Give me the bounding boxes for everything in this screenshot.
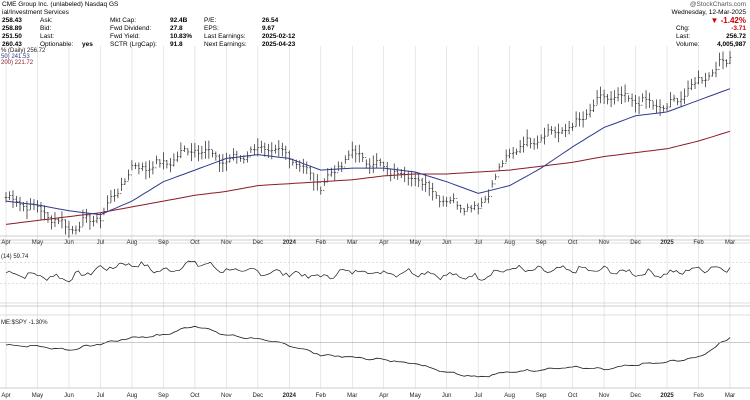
optionable-value: yes <box>82 41 93 48</box>
chart-title: CME Group Inc. (unlabeled) Nasdaq GS <box>2 1 119 8</box>
change-percent: ▼ -1.42% <box>710 17 746 25</box>
x-tick-label: Nov <box>221 393 232 399</box>
x-axis-labels-ratio: Apr May Jun Jul Aug Sep Oct Nov Dec 2024 Feb Mar Apr… <box>1 393 735 399</box>
chart-subtitle: ial/Investment Services <box>2 9 69 16</box>
ma50-line <box>5 88 731 216</box>
fund-label-3: Next Earnings: <box>204 41 247 48</box>
fund-value-0: 26.54 <box>262 17 279 24</box>
fund-value-2: 2025-02-12 <box>262 33 296 40</box>
mid-value-1: 27.8 <box>170 25 183 32</box>
x-tick-label: Nov <box>599 393 610 399</box>
fund-value-1: 9.67 <box>262 25 275 32</box>
x-tick-label: Apr <box>1 393 10 399</box>
fund-label-2: Last Earnings: <box>204 33 246 40</box>
fund-label-1: EPS: <box>204 25 219 32</box>
rsi-line <box>5 260 731 283</box>
mid-label-1: Fwd Dividend: <box>110 25 152 32</box>
chart-header: CME Group Inc. (unlabeled) Nasdaq GS ial… <box>0 0 750 48</box>
fund-label-0: P/E: <box>204 17 217 24</box>
quote-value-3: 260.43 <box>2 41 22 48</box>
fund-value-3: 2025-04-23 <box>262 41 296 48</box>
quote-value-0: 258.43 <box>2 17 22 24</box>
x-tick-label: May <box>32 393 43 399</box>
x-tick-label: Apr <box>379 393 388 399</box>
quote-value-1: 258.89 <box>2 25 22 32</box>
legend-ma50: 50) 241.53 <box>1 54 30 60</box>
quote-label-2: Last: <box>40 33 55 40</box>
rsi-pane: (14) 59.74 <box>0 242 750 304</box>
down-triangle-icon: ▼ <box>710 16 719 25</box>
x-tick-label: Aug <box>127 393 138 399</box>
mid-value-2: 10.83% <box>170 33 193 40</box>
change-percent-value: -1.42% <box>720 16 746 25</box>
ratio-pane: ME:$SPY -1.30% <box>0 314 750 378</box>
x-tick-label: Oct <box>190 393 200 399</box>
grid <box>0 46 750 389</box>
x-tick-label: May <box>410 393 421 399</box>
x-tick-label: Oct <box>568 393 578 399</box>
x-tick-label: 2025 <box>660 393 674 399</box>
right-label-1: Last: <box>676 33 691 40</box>
mid-label-0: Mkt Cap: <box>110 17 137 24</box>
mid-value-3: 91.8 <box>170 41 183 48</box>
legend-rsi: (14) 59.74 <box>1 254 29 260</box>
ratio-line <box>5 325 731 378</box>
quote-value-2: 251.50 <box>2 33 22 40</box>
quote-label-0: Ask: <box>40 17 53 24</box>
mid-label-2: Fwd Yield: <box>110 33 140 40</box>
legend-price: % (Daily) 256.72 <box>1 48 46 54</box>
x-tick-label: 2024 <box>283 393 297 399</box>
ma200-line <box>5 130 731 225</box>
x-tick-label: Feb <box>693 393 704 399</box>
x-tick-label: Sep <box>158 393 169 399</box>
right-value-2: 4,005,987 <box>717 41 746 48</box>
x-tick-label: Mar <box>725 393 735 399</box>
mid-label-3: SCTR (LrgCap): <box>110 41 157 48</box>
rsi-overbought-fill <box>0 261 750 285</box>
watermark: @StockCharts.com <box>689 1 746 8</box>
right-label-0: Chg: <box>676 25 690 32</box>
x-tick-label: Jul <box>97 393 105 399</box>
x-tick-label: Feb <box>316 393 327 399</box>
quote-label-3: Optionable: <box>40 41 74 48</box>
quote-label-1: Bid: <box>40 25 52 32</box>
x-tick-label: Jun <box>64 393 74 399</box>
x-tick-label: Sep <box>536 393 547 399</box>
legend-ma200: 200) 221.72 <box>1 60 34 66</box>
legend-ratio: ME:$SPY -1.30% <box>1 320 48 326</box>
quote-date: Wednesday, 12-Mar-2025 <box>671 9 746 16</box>
x-tick-label: Jun <box>442 393 452 399</box>
price-pane: % (Daily) 256.72 50) 241.53 200) 221.72 <box>1 48 732 238</box>
x-tick-label: Dec <box>252 393 263 399</box>
rsi-overbought-area <box>188 261 195 263</box>
x-tick-label: Jul <box>474 393 482 399</box>
price-bars <box>4 51 732 238</box>
x-tick-label: Mar <box>347 393 357 399</box>
right-value-1: 256.72 <box>726 33 746 40</box>
right-label-2: Volume: <box>676 41 700 48</box>
x-tick-label: Dec <box>630 393 641 399</box>
mid-value-0: 92.4B <box>170 17 188 24</box>
x-tick-label: Aug <box>504 393 515 399</box>
right-value-0: -3.71 <box>731 25 746 32</box>
